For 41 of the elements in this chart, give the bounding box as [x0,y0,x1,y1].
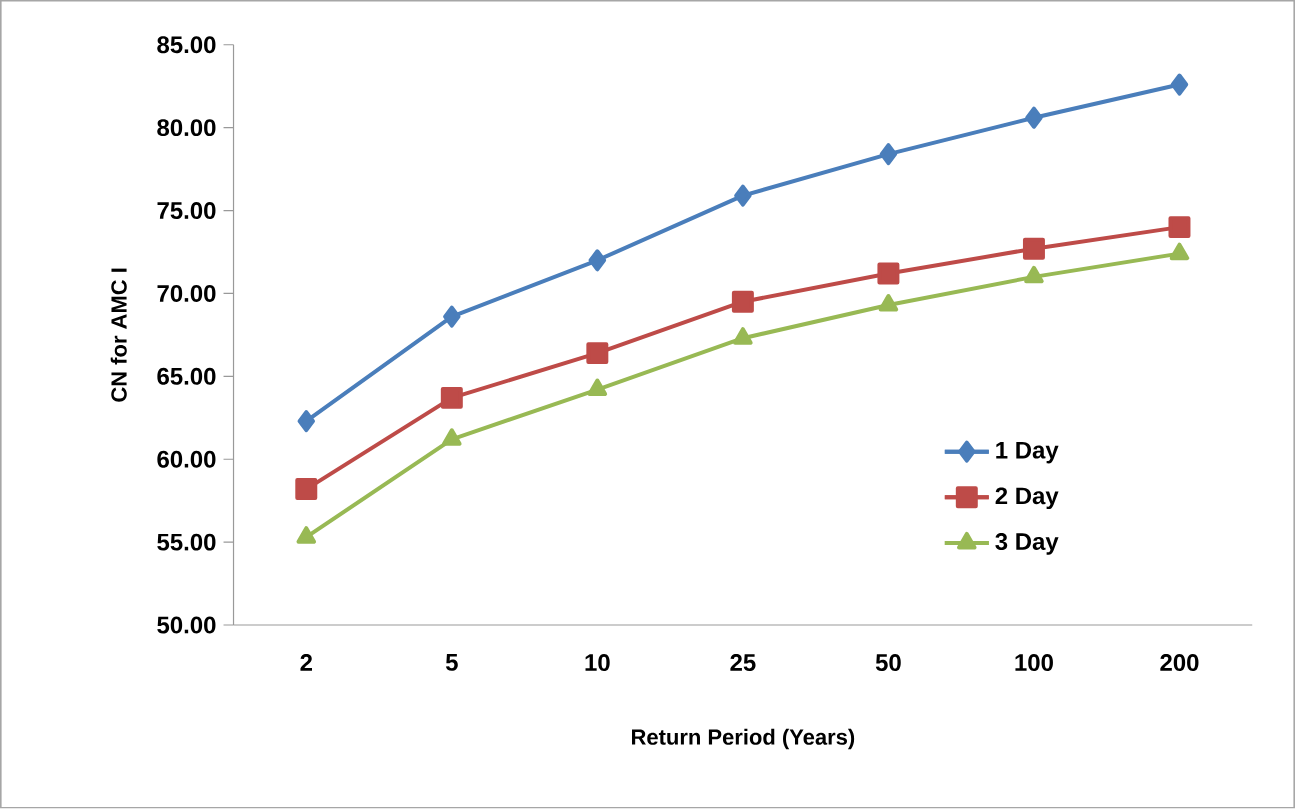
point [586,342,609,365]
y-tick-label: 75.00 [157,202,216,220]
point [1168,216,1191,239]
point [1024,266,1044,284]
x-tick-label: 2 [300,654,312,671]
point [731,290,754,313]
x-tick-label: 200 [1160,654,1199,672]
x-tick-label: 100 [1015,654,1053,672]
x-tick-label: 10 [585,654,610,672]
y-tick-label: 55.00 [157,533,216,551]
point [1025,106,1043,129]
point [879,143,898,166]
y-tick-label: 80.00 [157,119,216,137]
point [877,262,900,285]
legend-label: 1 Day [996,442,1059,464]
point [1022,237,1045,260]
point [295,478,318,501]
y-tick-label: 70.00 [157,285,216,303]
y-tick-label: 50.00 [157,616,216,634]
point [878,294,899,312]
x-axis-title: Return Period (Years) [632,728,855,750]
point [588,249,607,272]
point [734,184,752,207]
point [296,526,317,544]
point [443,305,461,328]
x-tick-label: 50 [875,654,901,672]
legend-label: 2 Day [995,487,1059,510]
point [733,327,753,345]
y-tick-label: 85.00 [157,36,216,54]
x-tick-label: 5 [445,654,458,671]
point [1170,73,1189,96]
y-tick-label: 65.00 [157,368,216,386]
y-axis-title: CN for AMC I [110,268,127,402]
point [442,428,462,447]
point [587,378,608,397]
y-tick-label: 60.00 [157,450,216,468]
x-tick-label: 25 [730,654,756,672]
legend-label: 3 Day [995,533,1059,555]
point [1169,242,1190,261]
point [297,410,316,433]
point [440,387,463,410]
